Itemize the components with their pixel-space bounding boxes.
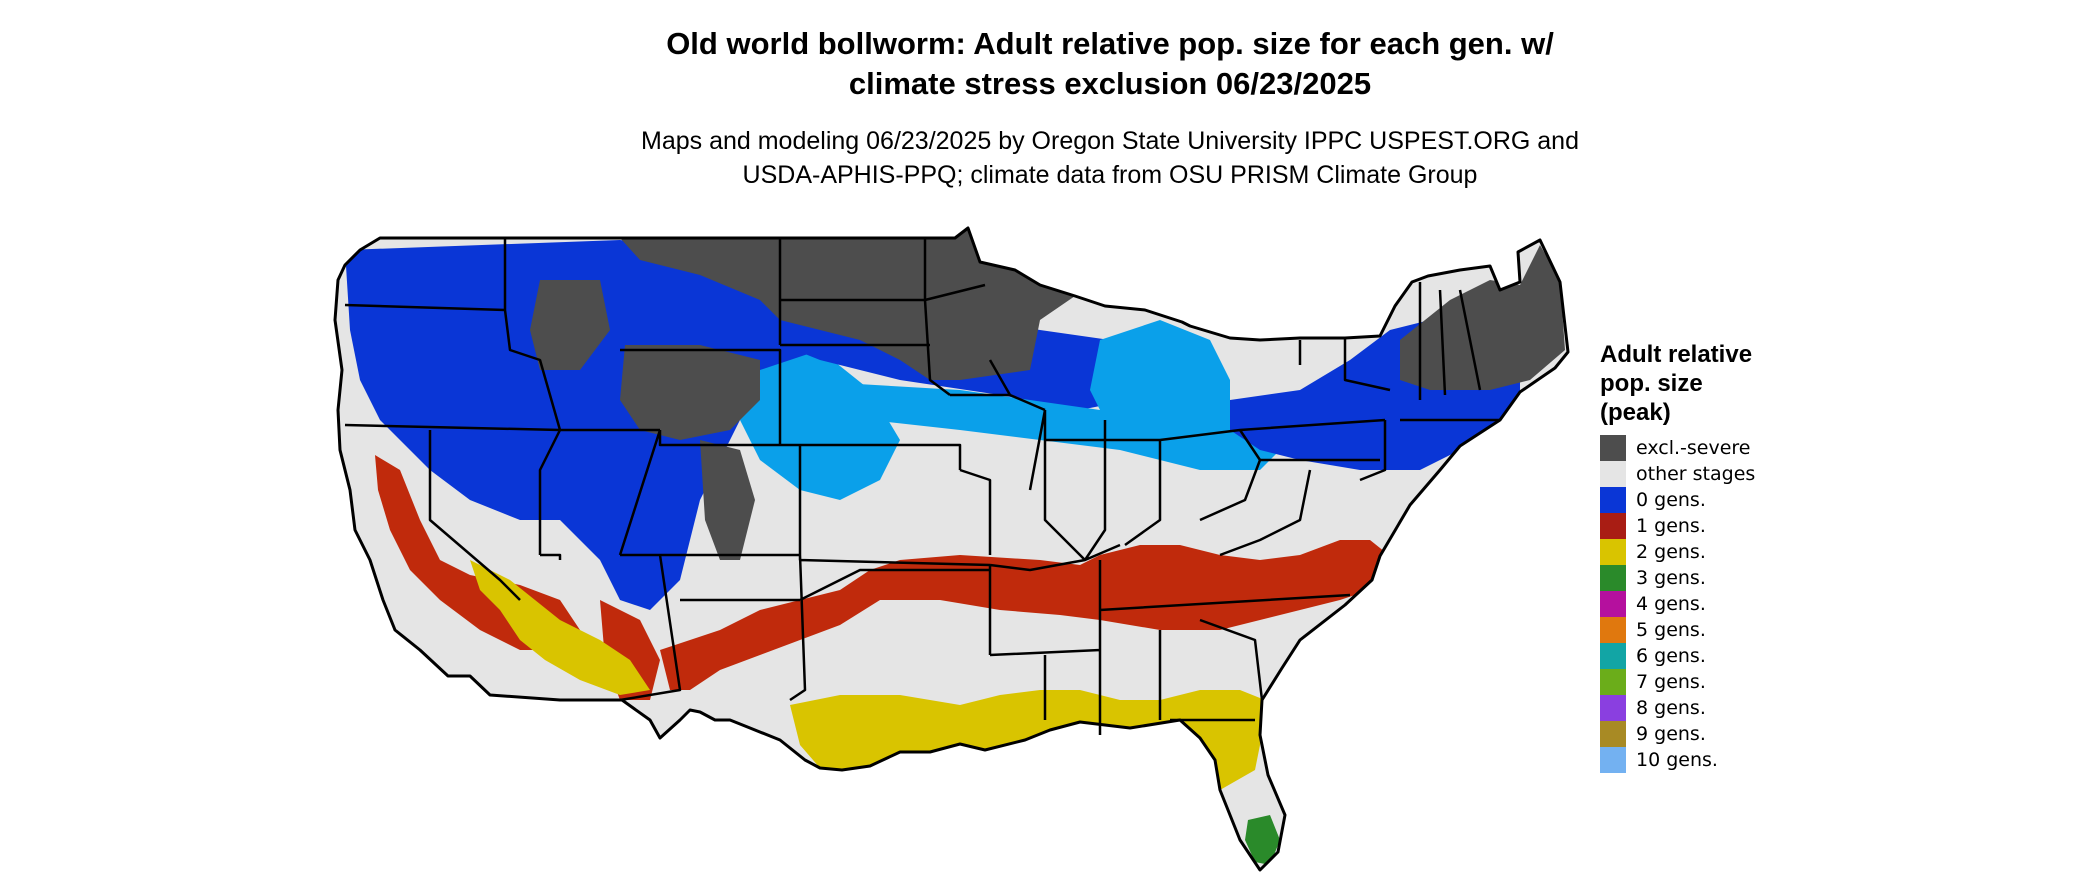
- state-lines: [344, 238, 1500, 735]
- map-subtitle: Maps and modeling 06/23/2025 by Oregon S…: [400, 124, 1820, 192]
- zero-gens-west-region: [345, 240, 810, 610]
- legend-label: 2 gens.: [1636, 541, 1706, 563]
- zero-gens-great-lakes: [1090, 320, 1230, 440]
- legend-item-excl-severe: excl.-severe: [1600, 435, 1860, 461]
- legend-item-other-stages: other stages: [1600, 461, 1860, 487]
- legend-items: excl.-severe other stages 0 gens. 1 gens…: [1600, 435, 1860, 773]
- legend-label: 1 gens.: [1636, 515, 1706, 537]
- legend-swatch: [1600, 539, 1626, 565]
- state-borders: [333, 226, 1570, 872]
- map-title: Old world bollworm: Adult relative pop. …: [400, 24, 1820, 104]
- zero-gens-light-central: [790, 380, 1290, 470]
- legend-label: 7 gens.: [1636, 671, 1706, 693]
- legend-label: other stages: [1636, 463, 1756, 485]
- legend-swatch: [1600, 721, 1626, 747]
- three-gens-florida-tip: [1245, 815, 1280, 865]
- map-title-line-2: climate stress exclusion 06/23/2025: [848, 66, 1372, 101]
- excluded-idaho-patch: [530, 280, 610, 370]
- legend-title-line-1: Adult relative: [1600, 341, 1753, 368]
- legend-swatch: [1600, 695, 1626, 721]
- legend-swatch: [1600, 513, 1626, 539]
- legend-item-10-gens: 10 gens.: [1600, 747, 1860, 773]
- us-map-canvas: [333, 226, 1570, 872]
- legend-title: Adult relative pop. size (peak): [1600, 340, 1860, 427]
- legend-item-5-gens: 5 gens.: [1600, 617, 1860, 643]
- map-subtitle-line-1: Maps and modeling 06/23/2025 by Oregon S…: [641, 127, 1579, 155]
- legend-item-7-gens: 7 gens.: [1600, 669, 1860, 695]
- legend-item-9-gens: 9 gens.: [1600, 721, 1860, 747]
- one-gen-southern-band: [660, 540, 1395, 690]
- legend-swatch: [1600, 617, 1626, 643]
- legend-label: 5 gens.: [1636, 619, 1706, 641]
- excluded-new-england: [1400, 245, 1565, 390]
- legend-swatch: [1600, 747, 1626, 773]
- legend-swatch: [1600, 565, 1626, 591]
- us-map: [320, 220, 1590, 890]
- legend-item-4-gens: 4 gens.: [1600, 591, 1860, 617]
- legend: Adult relative pop. size (peak) excl.-se…: [1600, 340, 1860, 773]
- legend-swatch: [1600, 487, 1626, 513]
- legend-item-8-gens: 8 gens.: [1600, 695, 1860, 721]
- map-subtitle-line-2: USDA-APHIS-PPQ; climate data from OSU PR…: [742, 161, 1478, 189]
- legend-swatch: [1600, 591, 1626, 617]
- map-title-line-1: Old world bollworm: Adult relative pop. …: [666, 26, 1554, 61]
- legend-label: 6 gens.: [1636, 645, 1706, 667]
- map-fill-regions: [335, 228, 1568, 870]
- legend-label: 3 gens.: [1636, 567, 1706, 589]
- legend-title-line-2: pop. size: [1600, 370, 1703, 397]
- three-gens-texas-tip: [866, 780, 910, 850]
- legend-item-2-gens: 2 gens.: [1600, 539, 1860, 565]
- legend-swatch: [1600, 669, 1626, 695]
- legend-label: 10 gens.: [1636, 749, 1718, 771]
- legend-label: 0 gens.: [1636, 489, 1706, 511]
- legend-swatch: [1600, 643, 1626, 669]
- legend-label: excl.-severe: [1636, 437, 1751, 459]
- excluded-wyoming: [620, 345, 760, 440]
- excluded-northern-plains: [620, 228, 1075, 380]
- legend-item-1-gens: 1 gens.: [1600, 513, 1860, 539]
- legend-label: 4 gens.: [1636, 593, 1706, 615]
- legend-label: 8 gens.: [1636, 697, 1706, 719]
- excluded-colorado-rockies: [700, 440, 755, 560]
- us-outline: [333, 226, 1570, 872]
- legend-swatch: [1600, 461, 1626, 487]
- legend-item-3-gens: 3 gens.: [1600, 565, 1860, 591]
- legend-title-line-3: (peak): [1600, 399, 1671, 426]
- legend-item-0-gens: 0 gens.: [1600, 487, 1860, 513]
- legend-item-6-gens: 6 gens.: [1600, 643, 1860, 669]
- legend-label: 9 gens.: [1636, 723, 1706, 745]
- legend-swatch: [1600, 435, 1626, 461]
